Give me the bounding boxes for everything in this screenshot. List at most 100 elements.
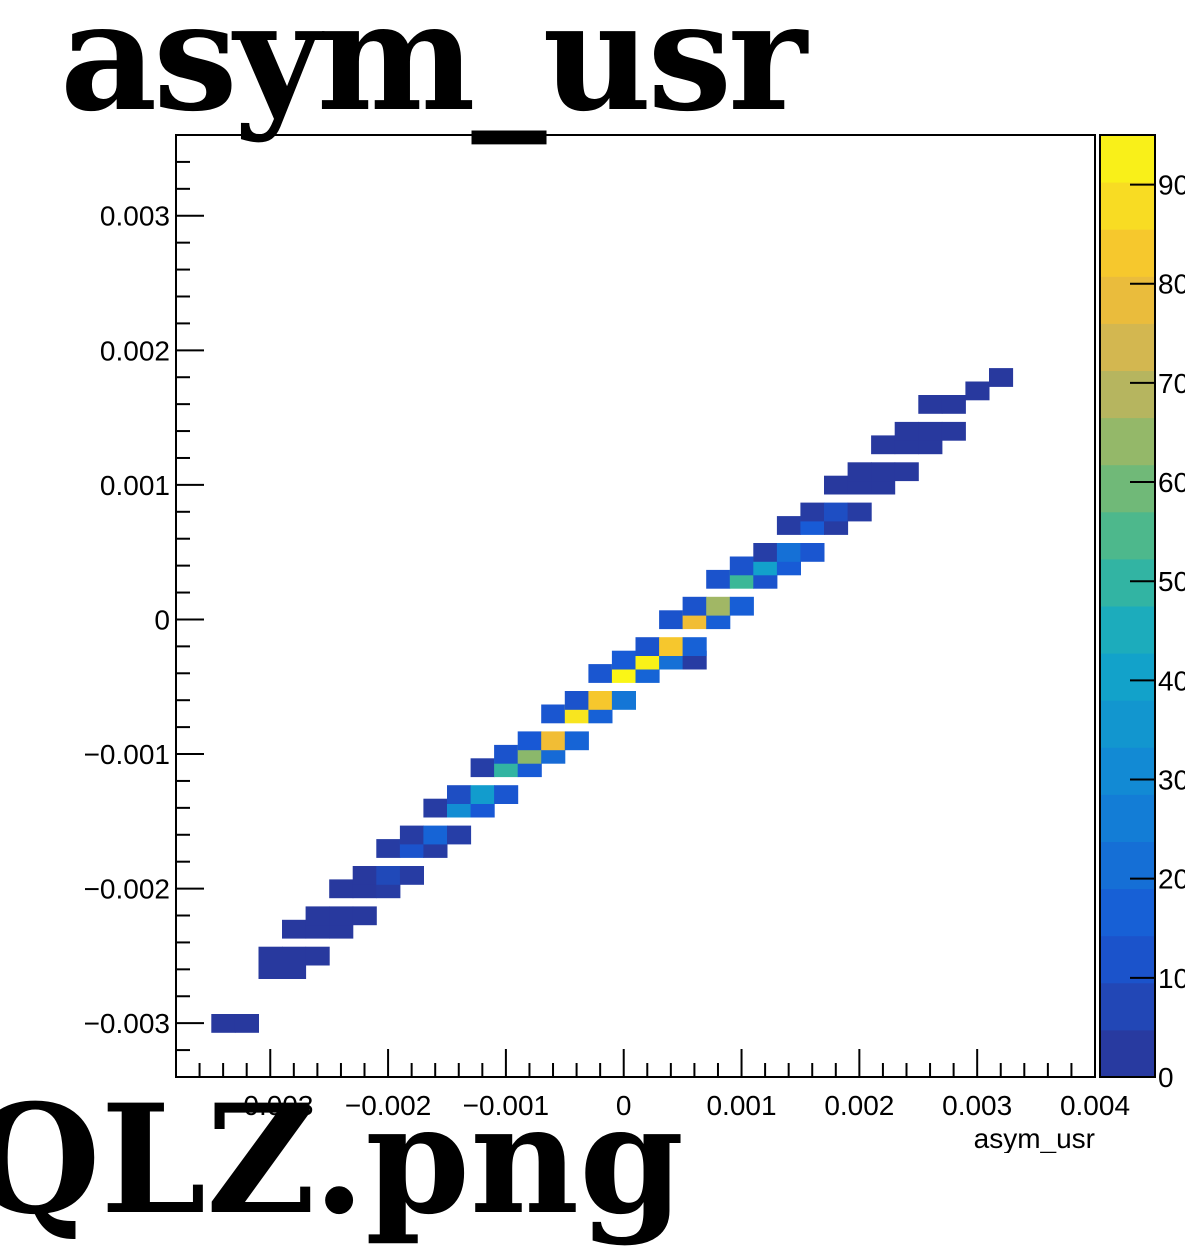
heatmap-cell-59 (682, 596, 707, 616)
heatmap-cell-24 (447, 825, 472, 845)
colorbar-band (1100, 182, 1155, 230)
heatmap-cell-90 (941, 395, 966, 414)
heatmap-cell-18 (399, 866, 424, 885)
colorbar-band (1100, 1029, 1155, 1078)
x-axis-title: asym_usr (974, 1123, 1095, 1153)
heatmap-cell-65 (729, 556, 754, 576)
x-tick-label: 0.001 (706, 1090, 776, 1121)
heatmap-cell-5 (282, 946, 307, 966)
heatmap-cells (211, 368, 1014, 1033)
heatmap-cell-80 (847, 462, 872, 482)
x-tick-label: 0.002 (824, 1090, 894, 1121)
heatmap-cell-22 (399, 825, 424, 845)
overlay-title: asym_usr (60, 0, 807, 145)
x-axis: −0.003 −0.002 −0.001 0 0.001 0.002 0.003 0.004 (175, 1049, 1130, 1121)
x-tick-label: −0.002 (345, 1090, 431, 1121)
heatmap-cell-4 (258, 946, 283, 966)
heatmap-cell-6 (305, 946, 330, 966)
colorbar-tick-label: 40 (1158, 665, 1185, 696)
heatmap-cell-70 (800, 543, 825, 562)
colorbar-band (1100, 558, 1155, 607)
x-tick-label: −0.003 (227, 1090, 313, 1121)
colorbar-tick-label: 20 (1158, 864, 1185, 895)
heatmap-cell-46 (588, 664, 613, 683)
heatmap-cell-31 (470, 758, 495, 778)
y-tick-label: 0.003 (100, 201, 170, 232)
heatmap-cell-81 (871, 462, 896, 482)
heatmap-cell-28 (447, 785, 472, 804)
heatmap-cell-16 (352, 866, 377, 885)
colorbar-band (1100, 229, 1155, 277)
colorbar-band (1100, 653, 1155, 701)
colorbar-band (1100, 606, 1155, 654)
colorbar-band (1100, 982, 1155, 1031)
colorbar-tick-label: 70 (1158, 368, 1185, 399)
heatmap-cell-91 (965, 381, 990, 401)
heatmap-cell-60 (706, 596, 731, 616)
heatmap-cell-0 (211, 1014, 236, 1033)
heatmap-cell-38 (541, 731, 566, 751)
y-tick-label: −0.001 (84, 739, 170, 770)
heatmap-cell-30 (494, 785, 519, 804)
x-tick-label: 0.003 (942, 1090, 1012, 1121)
heatmap-cell-29 (470, 785, 495, 804)
colorbar-band (1100, 323, 1155, 371)
heatmap-cell-39 (564, 731, 589, 751)
colorbar-tick-label: 60 (1158, 467, 1185, 498)
colorbar-band (1100, 370, 1155, 419)
colorbar-band (1100, 700, 1155, 748)
colorbar-band (1100, 841, 1155, 890)
heatmap-cell-68 (753, 543, 778, 562)
heatmap-cell-11 (329, 906, 354, 926)
heatmap-cell-89 (918, 395, 943, 414)
heatmap-cell-45 (611, 691, 636, 710)
colorbar-tick-label: 80 (1158, 269, 1185, 300)
heatmap-cell-23 (423, 825, 448, 845)
x-tick-label: 0 (616, 1090, 632, 1121)
colorbar-tick-label: 50 (1158, 566, 1185, 597)
colorbar-tick-label: 0 (1158, 1062, 1174, 1093)
colorbar-band (1100, 935, 1155, 984)
heatmap-cell-44 (588, 691, 613, 710)
heatmap-cell-54 (659, 637, 684, 656)
y-axis: −0.003 −0.002 −0.001 0 0.001 0.002 0.003 (84, 134, 204, 1078)
heatmap-cell-7 (282, 919, 307, 939)
x-tick-label: −0.001 (463, 1090, 549, 1121)
heatmap-cell-49 (611, 650, 636, 670)
heatmap-cell-34 (494, 744, 519, 764)
y-tick-label: −0.003 (84, 1008, 170, 1039)
heatmap-cell-13 (329, 879, 354, 899)
heatmap-cell-88 (941, 421, 966, 441)
heatmap-cell-74 (800, 502, 825, 522)
heatmap-cell-83 (871, 435, 896, 455)
colorbar-band (1100, 794, 1155, 842)
heatmap-cell-87 (918, 421, 943, 441)
y-tick-label: 0.001 (100, 470, 170, 501)
heatmap-cell-71 (776, 516, 801, 535)
heatmap-cell-86 (894, 421, 919, 441)
colorbar-band (1100, 135, 1155, 183)
heatmap-cell-25 (423, 798, 448, 818)
heatmap-cell-62 (706, 569, 731, 589)
heatmap-cell-82 (894, 462, 919, 482)
overlay-bottom-text: QLZ.png (0, 1072, 685, 1248)
heatmap-cell-40 (541, 704, 566, 724)
heatmap-cell-53 (635, 637, 660, 656)
x-tick-label: 0.004 (1060, 1090, 1130, 1121)
heatmap-cell-56 (659, 610, 684, 630)
heatmap-cell-17 (376, 866, 401, 885)
y-tick-label: 0.002 (100, 335, 170, 366)
heatmap-cell-55 (682, 637, 707, 656)
colorbar-frame (1099, 134, 1156, 1078)
y-tick-label: 0 (154, 604, 170, 635)
heatmap-cell-77 (824, 475, 849, 495)
heatmap-cell-10 (305, 906, 330, 926)
heatmap-cell-76 (847, 502, 872, 522)
heatmap-cell-37 (517, 731, 542, 751)
colorbar-band (1100, 747, 1155, 795)
colorbar: 0 10 20 30 40 50 60 70 80 90 (1099, 134, 1185, 1093)
heatmap-cell-75 (824, 502, 849, 522)
heatmap-cell-61 (729, 596, 754, 616)
colorbar-tick-label: 30 (1158, 765, 1185, 796)
heatmap-cell-43 (564, 691, 589, 710)
